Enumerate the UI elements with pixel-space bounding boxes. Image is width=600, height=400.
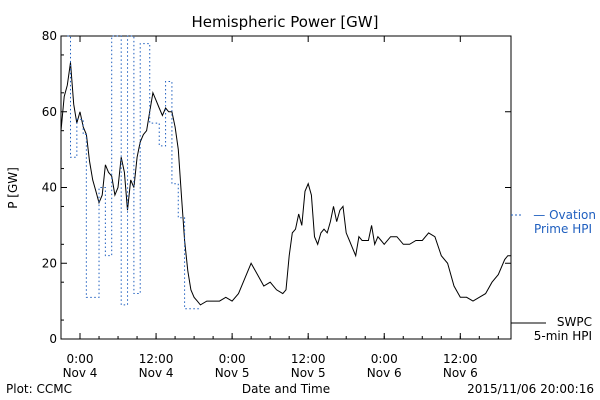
x-tick-label-4: 0:00 xyxy=(371,352,398,366)
y-tick-label-60: 60 xyxy=(42,105,57,119)
legend-swpc-line2: 5-min HPI xyxy=(534,329,592,343)
x-tick-date-0: Nov 4 xyxy=(63,366,98,380)
x-tick-date-3: Nov 5 xyxy=(291,366,326,380)
plot-frame xyxy=(60,35,512,340)
plot-credit: Plot: CCMC xyxy=(6,382,72,396)
x-tick-label-5: 12:00 xyxy=(443,352,478,366)
x-tick-date-4: Nov 6 xyxy=(367,366,402,380)
chart-title: Hemispheric Power [GW] xyxy=(192,13,379,31)
x-tick-date-2: Nov 5 xyxy=(215,366,250,380)
legend-ovation-line1: — Ovation xyxy=(533,208,596,222)
x-tick-date-1: Nov 4 xyxy=(139,366,174,380)
x-axis-label: Date and Time xyxy=(242,382,330,396)
x-tick-label-3: 12:00 xyxy=(291,352,326,366)
series-layer xyxy=(60,35,511,310)
x-tick-label-1: 12:00 xyxy=(139,352,174,366)
y-axis-label: P [GW] xyxy=(6,167,20,209)
legend-ovation-line2: Prime HPI xyxy=(534,222,592,236)
series-swpc-line xyxy=(60,62,511,306)
plot-timestamp: 2015/11/06 20:00:16 xyxy=(467,382,594,396)
x-tick-label-2: 0:00 xyxy=(219,352,246,366)
legend-swpc: SWPC 5-min HPI xyxy=(534,315,592,343)
y-tick-label-80: 80 xyxy=(42,29,57,43)
y-tick-label-40: 40 xyxy=(42,181,57,195)
x-tick-label-0: 0:00 xyxy=(67,352,94,366)
y-tick-label-20: 20 xyxy=(42,256,57,270)
series-ovation-prime-line xyxy=(67,35,200,310)
legend-swpc-line1: SWPC xyxy=(557,315,592,329)
legend-ovation: — Ovation Prime HPI xyxy=(533,208,596,236)
x-tick-date-5: Nov 6 xyxy=(443,366,478,380)
y-tick-label-0: 0 xyxy=(49,332,57,346)
y-axis: 0 20 40 60 80 xyxy=(42,29,511,346)
